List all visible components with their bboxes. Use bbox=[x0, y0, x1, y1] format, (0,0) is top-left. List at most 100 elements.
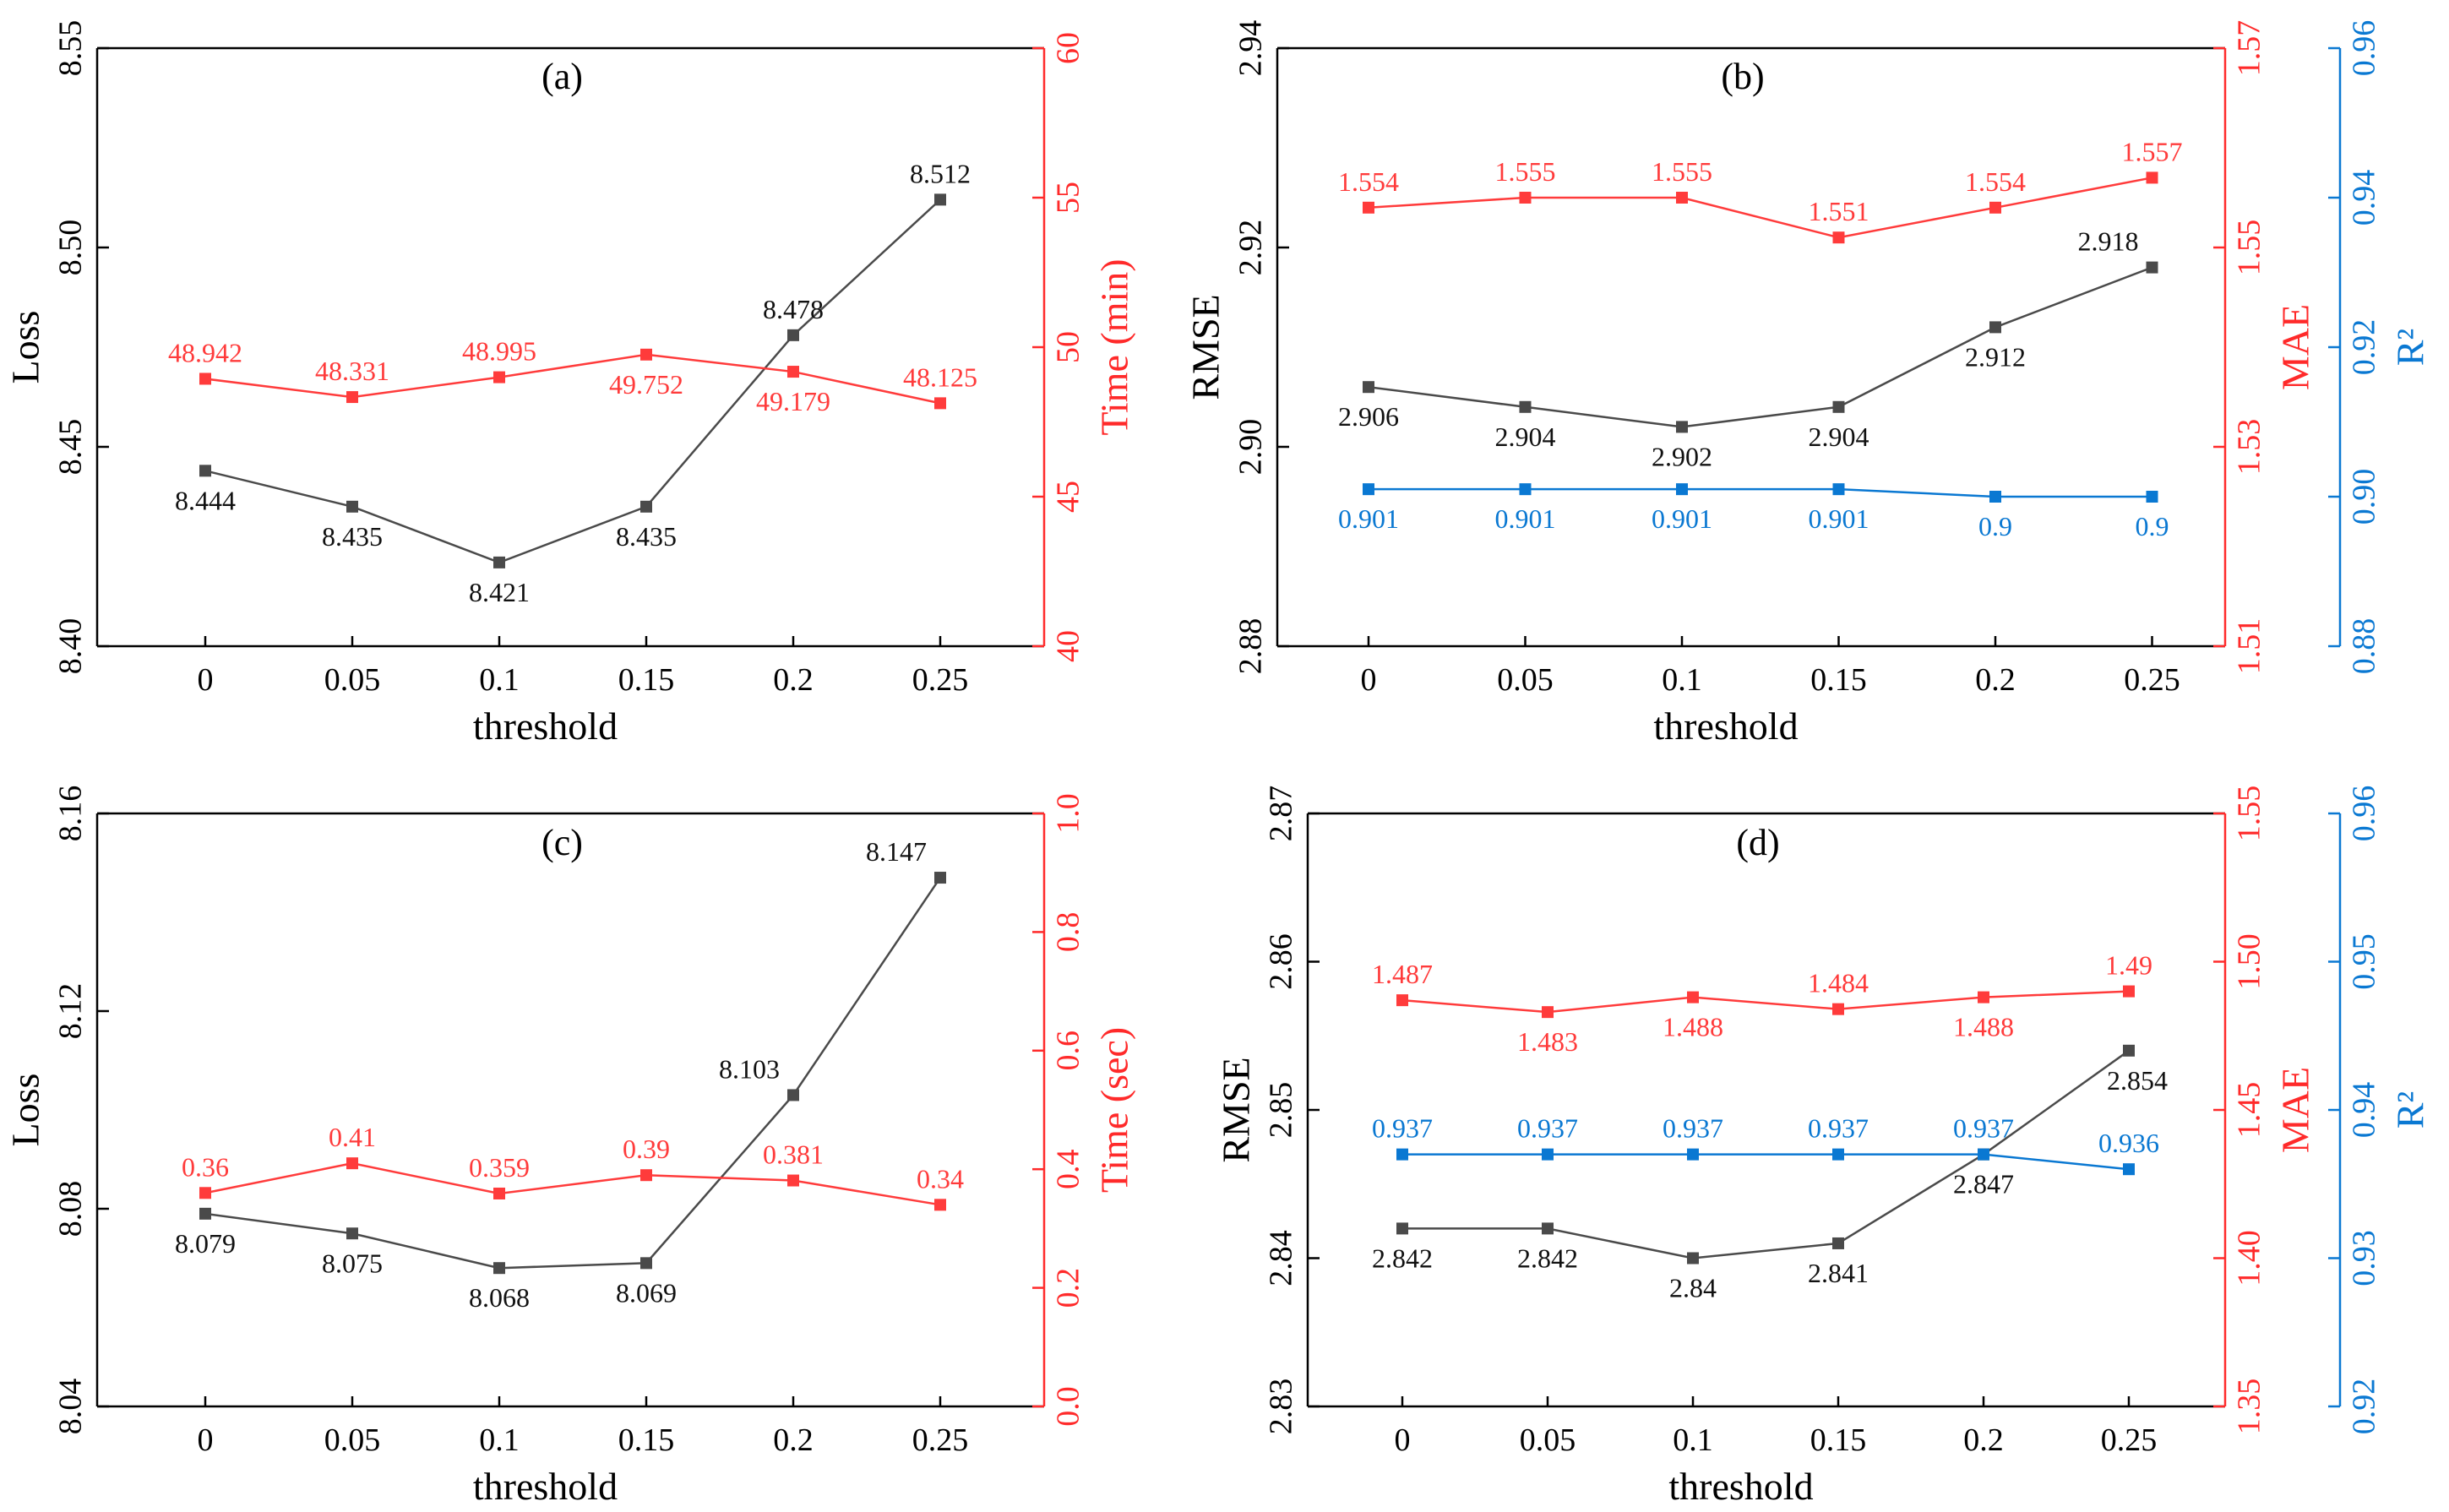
data-point bbox=[787, 1174, 799, 1187]
y-axis-right-offset: 0.88 0.90 0.92 0.94 0.96 R² bbox=[2328, 20, 2432, 675]
series-r-: 0.937 0.937 0.937 0.937 0.937 0.936 bbox=[1372, 1113, 2159, 1176]
x-tick-label: 0.15 bbox=[618, 1422, 675, 1458]
data-point bbox=[640, 1257, 652, 1270]
data-point bbox=[346, 500, 358, 513]
data-point bbox=[1978, 1148, 1989, 1161]
y-tick-label: 0.90 bbox=[2347, 469, 2382, 525]
y-tick-label: 0.88 bbox=[2347, 618, 2382, 675]
data-label: 8.103 bbox=[719, 1053, 780, 1084]
y-axis-right: 0.0 0.2 0.4 0.6 0.8 1.0 Time (sec) bbox=[1032, 793, 1136, 1427]
y-tick-label: 0.6 bbox=[1051, 1031, 1086, 1071]
x-tick-label: 0.1 bbox=[479, 1422, 520, 1458]
y-axis-left: 8.04 8.08 8.12 8.16 Loss bbox=[4, 786, 109, 1434]
data-point bbox=[1989, 201, 2001, 214]
x-tick-label: 0.15 bbox=[618, 662, 675, 698]
data-label: 0.901 bbox=[1495, 503, 1556, 534]
y-axis-title: RMSE bbox=[1215, 1057, 1258, 1162]
y-tick-label: 2.85 bbox=[1264, 1082, 1299, 1139]
data-point bbox=[934, 872, 946, 884]
data-point bbox=[1519, 400, 1532, 413]
data-label: 8.069 bbox=[616, 1277, 677, 1308]
data-label: 2.902 bbox=[1652, 441, 1712, 471]
y-tick-label: 50 bbox=[1051, 331, 1086, 363]
y-axis-title: MAE bbox=[2274, 1067, 2317, 1153]
series-mae: 1.554 1.555 1.555 1.551 1.554 1.557 bbox=[1338, 136, 2183, 244]
data-point bbox=[1396, 1148, 1408, 1161]
data-label: 1.555 bbox=[1652, 156, 1712, 187]
y-axis-right: 1.51 1.53 1.55 1.57 MAE bbox=[2213, 20, 2317, 675]
series-time-min-: 48.942 48.331 48.995 49.752 49.179 48.125 bbox=[168, 336, 977, 416]
y-tick-label: 0.96 bbox=[2347, 786, 2382, 842]
data-point bbox=[199, 1207, 211, 1220]
data-point bbox=[1989, 321, 2001, 334]
chart-panel-b: 0 0.05 0.1 0.15 0.2 0.25threshold(b)2.882.902… bbox=[1184, 20, 2432, 748]
x-tick-label: 0.05 bbox=[324, 1422, 381, 1458]
data-label: 2.842 bbox=[1517, 1243, 1578, 1273]
data-point bbox=[346, 391, 358, 404]
data-label: 48.995 bbox=[462, 336, 536, 367]
data-point bbox=[346, 1227, 358, 1240]
y-tick-label: 8.08 bbox=[53, 1181, 89, 1237]
y-tick-label: 0.94 bbox=[2347, 170, 2382, 226]
x-axis-title: threshold bbox=[473, 704, 618, 748]
data-label: 0.9 bbox=[2136, 511, 2169, 541]
data-label: 2.854 bbox=[2107, 1065, 2168, 1096]
y-tick-label: 2.94 bbox=[1233, 20, 1269, 77]
data-point bbox=[1542, 1148, 1554, 1161]
y-axis-right: 40 45 50 55 60 Time (min) bbox=[1032, 32, 1136, 662]
data-label: 48.331 bbox=[315, 356, 389, 386]
data-label: 1.555 bbox=[1495, 156, 1556, 187]
data-point bbox=[1396, 1222, 1408, 1235]
data-label: 1.49 bbox=[2105, 950, 2152, 981]
panel-label: (b) bbox=[1721, 56, 1764, 97]
data-point bbox=[1363, 381, 1374, 394]
y-tick-label: 2.90 bbox=[1233, 419, 1269, 476]
y-tick-label: 45 bbox=[1051, 481, 1086, 513]
data-label: 0.41 bbox=[329, 1122, 376, 1152]
data-point bbox=[640, 348, 652, 361]
data-point bbox=[934, 397, 946, 410]
data-label: 1.557 bbox=[2122, 136, 2183, 166]
data-point bbox=[2123, 1163, 2135, 1176]
data-label: 2.842 bbox=[1372, 1243, 1433, 1273]
data-point bbox=[640, 1169, 652, 1182]
x-tick-label: 0 bbox=[198, 1422, 214, 1458]
data-label: 0.901 bbox=[1338, 503, 1399, 534]
series-line bbox=[1368, 266, 2152, 428]
x-tick-label: 0 bbox=[198, 662, 214, 698]
data-point bbox=[1832, 1003, 1844, 1015]
data-label: 1.487 bbox=[1372, 959, 1433, 989]
data-label: 0.937 bbox=[1663, 1113, 1723, 1144]
x-tick-label: 0.2 bbox=[1963, 1422, 2004, 1458]
data-point bbox=[2123, 985, 2135, 998]
data-label: 0.901 bbox=[1809, 503, 1869, 534]
data-label: 2.904 bbox=[1495, 422, 1556, 452]
series-loss: 8.444 8.435 8.421 8.435 8.478 8.512 bbox=[175, 158, 971, 607]
data-label: 0.39 bbox=[623, 1134, 670, 1164]
data-label: 8.444 bbox=[175, 485, 236, 515]
series-line bbox=[1402, 1153, 2130, 1171]
x-tick-label: 0 bbox=[1361, 662, 1377, 698]
y-tick-label: 55 bbox=[1051, 182, 1086, 214]
data-point bbox=[1542, 1006, 1554, 1019]
data-label: 1.483 bbox=[1517, 1026, 1578, 1057]
panel-label: (d) bbox=[1736, 822, 1779, 863]
y-axis-title: R² bbox=[2389, 1091, 2432, 1129]
y-tick-label: 1.51 bbox=[2232, 618, 2267, 675]
data-point bbox=[493, 371, 505, 383]
data-label: 1.554 bbox=[1338, 166, 1399, 197]
data-label: 0.9 bbox=[1978, 511, 2012, 541]
y-axis-right-offset: 0.92 0.93 0.94 0.95 0.96 R² bbox=[2328, 786, 2432, 1434]
data-point bbox=[199, 373, 211, 385]
data-label: 8.147 bbox=[866, 836, 927, 867]
data-label: 1.488 bbox=[1953, 1012, 2014, 1042]
y-tick-label: 2.86 bbox=[1264, 933, 1299, 990]
data-label: 0.937 bbox=[1808, 1113, 1869, 1144]
y-tick-label: 0.4 bbox=[1051, 1149, 1086, 1189]
x-tick-label: 0.05 bbox=[324, 662, 381, 698]
data-label: 0.36 bbox=[182, 1151, 229, 1182]
chart-panel-c: 0 0.05 0.1 0.15 0.2 0.25threshold(c)8.048.088… bbox=[4, 786, 1136, 1508]
data-point bbox=[1519, 192, 1532, 204]
y-tick-label: 0.2 bbox=[1051, 1268, 1086, 1308]
y-tick-label: 2.83 bbox=[1264, 1379, 1299, 1435]
